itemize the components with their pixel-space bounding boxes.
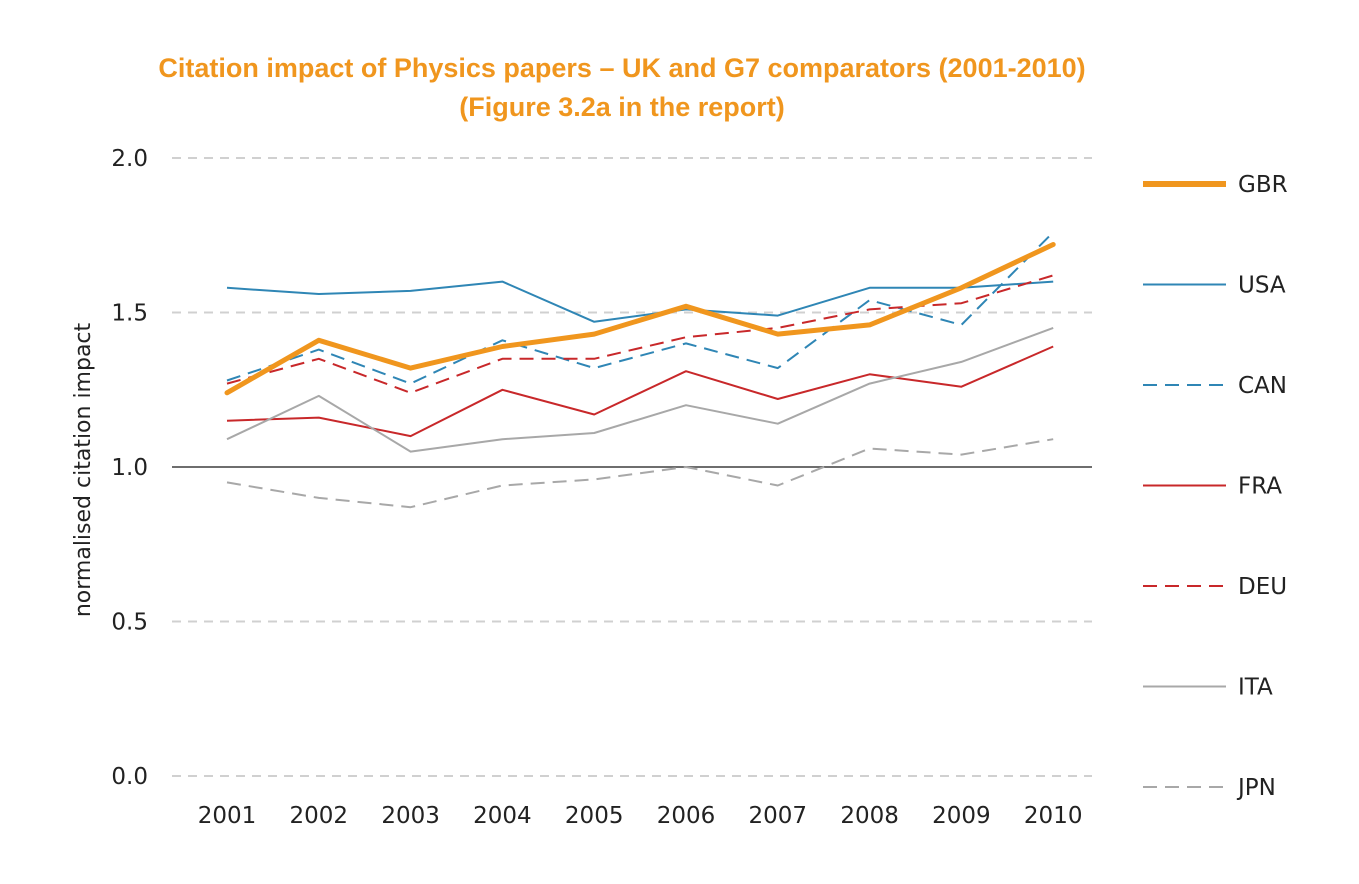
- y-tick-label: 1.0: [111, 455, 148, 481]
- x-tick-label: 2002: [290, 803, 349, 829]
- x-tick-label: 2004: [473, 803, 532, 829]
- x-tick-label: 2006: [657, 803, 716, 829]
- legend-label-fra: FRA: [1238, 474, 1282, 500]
- y-tick-label: 0.5: [111, 610, 148, 636]
- x-axis: 2001 2002 2003 2004 2005 2006 2007 2008 2009 2010: [198, 803, 1083, 829]
- x-tick-label: 2001: [198, 803, 257, 829]
- legend-label-jpn: JPN: [1236, 775, 1276, 801]
- x-tick-label: 2009: [932, 803, 991, 829]
- series-line-gbr: [224, 242, 1056, 396]
- y-axis-label: normalised citation impact: [71, 322, 96, 617]
- legend-label-ita: ITA: [1238, 675, 1273, 701]
- x-tick-label: 2008: [840, 803, 899, 829]
- x-tick-label: 2010: [1024, 803, 1083, 829]
- y-axis: 0.0 0.5 1.0 1.5 2.0: [111, 146, 148, 790]
- series-lines: [224, 231, 1056, 509]
- series-line-can: [226, 231, 1054, 385]
- chart-subtitle: (Figure 3.2a in the report): [459, 92, 785, 122]
- y-tick-label: 1.5: [111, 301, 148, 327]
- y-tick-label: 2.0: [111, 146, 148, 172]
- chart-title: Citation impact of Physics papers – UK a…: [158, 53, 1086, 83]
- x-tick-label: 2003: [381, 803, 440, 829]
- legend-label-usa: USA: [1238, 273, 1286, 299]
- legend-label-deu: DEU: [1238, 574, 1287, 600]
- legend-label-can: CAN: [1238, 373, 1287, 399]
- x-tick-label: 2005: [565, 803, 624, 829]
- legend-label-gbr: GBR: [1238, 172, 1288, 198]
- series-line-jpn: [226, 438, 1054, 509]
- series-line-usa: [226, 280, 1054, 323]
- x-tick-label: 2007: [749, 803, 808, 829]
- gridlines: [172, 157, 1092, 777]
- legend: GBR USA CAN FRA DEU ITA JPN: [1143, 172, 1288, 801]
- series-line-ita: [226, 326, 1054, 453]
- y-tick-label: 0.0: [111, 764, 148, 790]
- series-line-fra: [226, 345, 1054, 438]
